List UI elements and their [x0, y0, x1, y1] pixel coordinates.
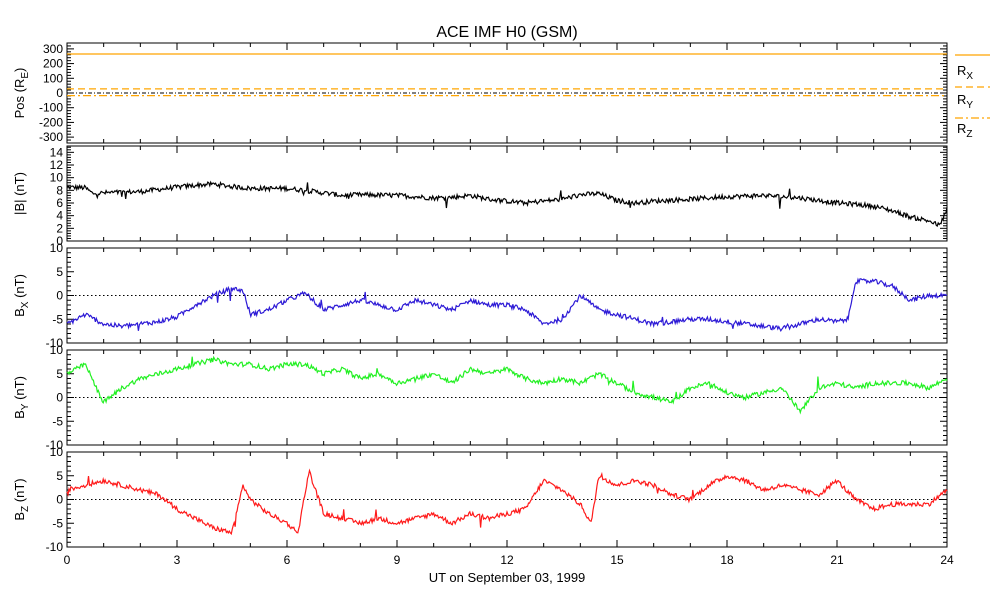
y-tick-label: 5: [56, 469, 63, 483]
y-tick-label: 300: [43, 42, 63, 56]
x-tick-label: 15: [610, 553, 624, 567]
series-bz-line: [66, 468, 948, 536]
y-tick-label: -200: [39, 115, 63, 129]
y-tick-label: -10: [46, 540, 64, 554]
x-tick-label: 3: [174, 553, 181, 567]
legend-label: RX: [957, 63, 973, 82]
y-tick-label: 10: [50, 445, 64, 459]
series-bx-line: [66, 277, 948, 333]
y-tick-label: 0: [56, 86, 63, 100]
y-tick-label: 100: [43, 71, 63, 85]
series-by-line: [66, 355, 948, 415]
y-tick-label: -5: [52, 312, 63, 326]
y-tick-label: 10: [50, 241, 64, 255]
panel-frame: [66, 145, 948, 242]
y-tick-label: 4: [56, 209, 63, 223]
x-tick-label: 12: [500, 553, 514, 567]
y-tick-label: 10: [50, 171, 64, 185]
y-tick-label: 0: [56, 493, 63, 507]
x-tick-label: 24: [940, 553, 954, 567]
y-tick-label: 6: [56, 196, 63, 210]
x-tick-label: 0: [64, 553, 71, 567]
y-axis-title: |B| (nT): [12, 172, 27, 215]
y-tick-label: 2: [56, 221, 63, 235]
y-tick-label: 200: [43, 57, 63, 71]
x-tick-label: 21: [830, 553, 844, 567]
legend-label: RZ: [957, 121, 973, 140]
panel-bz: -10 -5 0 5 10 BZ (nT) 0 3 6 9 12 15 18 21 24: [12, 445, 954, 567]
y-axis-title: BZ (nT): [12, 478, 31, 520]
x-axis-title: UT on September 03, 1999: [429, 570, 586, 585]
y-tick-label: -300: [39, 130, 63, 144]
y-tick-label: 8: [56, 183, 63, 197]
x-tick-label: 18: [720, 553, 734, 567]
y-tick-label: -10: [46, 438, 64, 452]
y-axis-title: Pos (RE): [12, 68, 31, 119]
y-axis-title: BY (nT): [12, 376, 31, 419]
legend-label: RY: [957, 92, 973, 111]
panel-by: -10 -5 0 5 10 BY (nT): [12, 343, 948, 452]
y-tick-label: 0: [56, 289, 63, 303]
y-tick-label: 0: [56, 391, 63, 405]
panel-bx: -10 -5 0 5 10 BX (nT): [12, 241, 948, 350]
x-tick-label: 6: [284, 553, 291, 567]
y-tick-label: -10: [46, 336, 64, 350]
y-tick-label: 5: [56, 265, 63, 279]
y-tick-label: -100: [39, 101, 63, 115]
y-tick-label: 12: [50, 158, 64, 172]
y-tick-label: 0: [56, 234, 63, 248]
y-tick-label: 10: [50, 343, 64, 357]
y-tick-label: 5: [56, 367, 63, 381]
chart-title: ACE IMF H0 (GSM): [436, 24, 577, 41]
y-tick-label: -5: [52, 414, 63, 428]
x-tick-label: 9: [394, 553, 401, 567]
series-b-line: [66, 180, 948, 228]
y-axis-title: BX (nT): [12, 274, 31, 317]
position-legend: RX RY RZ: [955, 54, 990, 140]
y-tick-label: -5: [52, 516, 63, 530]
y-tick-label: 14: [50, 145, 64, 159]
